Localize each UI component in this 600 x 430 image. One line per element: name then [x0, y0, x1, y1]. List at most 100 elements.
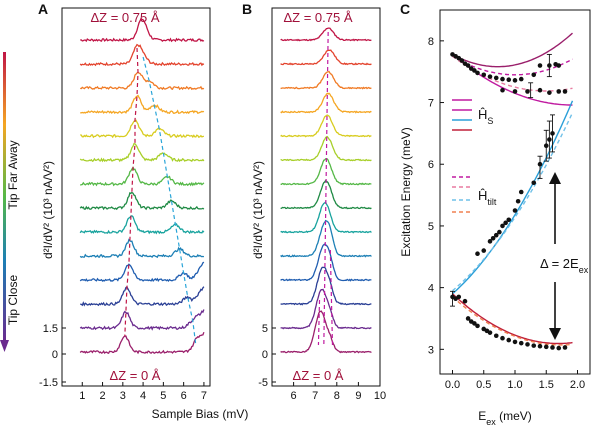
- data-point-rising: [475, 251, 480, 256]
- panel-a-spectra: 1 2 3 4 5 6 7 -1.5 0 1.5: [39, 17, 207, 402]
- panel-b: [271, 7, 381, 387]
- panel-b-spectrum-12: [280, 266, 372, 306]
- htilt-upper-curve: [452, 55, 573, 76]
- panel-b-xtick-label: 10: [374, 390, 386, 402]
- panel-b-spectrum-3: [280, 70, 372, 90]
- panel-b-xtick-label: 9: [355, 390, 361, 402]
- data-point-upper: [472, 68, 477, 73]
- panel-a-spectrum-12: [80, 285, 205, 307]
- panel-c-ytick-label: 3: [428, 344, 434, 356]
- data-point-lower: [500, 335, 505, 341]
- data-point-middle: [500, 87, 505, 93]
- panel-a-dz-top: ΔZ = 0.75 Å: [90, 10, 159, 25]
- panel-a-spectrum-9: [79, 215, 205, 235]
- panel-c-xtick-label: 2.0: [570, 379, 585, 391]
- panel-c-ytick-label: 7: [428, 98, 434, 110]
- data-point-lower: [506, 337, 512, 343]
- panel-a-spectrum-6: [79, 142, 205, 163]
- panel-c-legend: ĤS Ĥtilt: [452, 99, 497, 213]
- data-point-upper: [537, 63, 543, 68]
- panel-a-ytick-label: -1.5: [39, 377, 58, 389]
- panel-b-peak-guide-2: [329, 249, 334, 346]
- panel-a-spectrum-1: [80, 17, 205, 43]
- panel-b-spectrum-5: [280, 114, 372, 138]
- delta-annotation: Δ = 2Eex: [540, 256, 589, 275]
- panel-b-spectra: 6 7 8 9 10 -5 0 5: [258, 27, 386, 402]
- panel-b-ytick-label: 5: [262, 323, 268, 335]
- data-point-rising: [487, 239, 493, 244]
- data-point-rising: [518, 189, 524, 195]
- data-point-rising: [503, 220, 508, 226]
- data-point-rising: [531, 180, 537, 186]
- legend-htilt-label: Ĥtilt: [478, 188, 497, 207]
- data-point-rising: [497, 229, 502, 235]
- panel-a-high-peak-guide: [142, 56, 197, 346]
- data-point-upper: [459, 58, 465, 63]
- panel-a-xtick-label: 6: [181, 390, 187, 402]
- tip-distance-gradient-arrow: [3, 52, 6, 342]
- panel-b-spectrum-14: [280, 310, 372, 354]
- data-point-upper: [531, 72, 537, 78]
- data-point-middle: [562, 89, 568, 94]
- delta-arrow-up-head: [549, 172, 561, 184]
- panel-a-xtick-label: 7: [201, 390, 207, 402]
- data-point-upper: [500, 76, 505, 82]
- panel-a-low-peak-guide: [124, 47, 139, 337]
- data-point-rising: [493, 232, 499, 238]
- data-point-lower: [462, 298, 468, 304]
- data-point-upper: [518, 76, 524, 82]
- panel-c-xtick-label: 1.5: [539, 379, 554, 391]
- delta-arrow-down-head: [549, 328, 561, 340]
- data-point-upper: [487, 74, 493, 79]
- panel-b-spectrum-10: [280, 219, 372, 258]
- data-point-lower: [531, 343, 537, 348]
- data-point-middle: [512, 89, 518, 94]
- data-point-middle: [547, 90, 552, 95]
- panel-c-label: C: [400, 1, 410, 17]
- panel-b-xtick-label: 6: [291, 390, 297, 402]
- data-point-middle: [556, 89, 562, 94]
- panel-a-xtick-label: 4: [140, 390, 146, 402]
- htilt-lower-curve: [452, 296, 573, 346]
- data-point-rising: [490, 235, 496, 241]
- panel-b-xtick-label: 7: [312, 390, 318, 402]
- panel-a-spectrum-2: [79, 43, 205, 67]
- panel-c-ytick-label: 8: [428, 36, 434, 48]
- data-point-lower: [543, 344, 549, 350]
- data-point-upper: [481, 72, 487, 78]
- data-point-lower: [550, 345, 555, 350]
- data-point-lower: [518, 340, 524, 346]
- data-point-upper: [493, 75, 499, 81]
- hs-lower-curve: [452, 293, 573, 345]
- panel-c-xtick-label: 1.0: [507, 379, 522, 391]
- data-point-rising: [515, 198, 521, 204]
- panel-a-ytick-label: 0: [52, 349, 58, 361]
- sample-bias-axis-title: Sample Bias (mV): [152, 407, 249, 421]
- data-point-middle: [525, 89, 530, 94]
- panel-a-frame: [61, 7, 211, 387]
- panel-c-xtick-label: 0.0: [445, 379, 460, 391]
- data-point-lower: [475, 323, 480, 329]
- panel-b-ytick-label: -5: [258, 377, 268, 389]
- data-point-lower: [562, 345, 568, 350]
- panel-a-xtick-label: 2: [99, 390, 105, 402]
- legend-hs-label: ĤS: [478, 107, 493, 126]
- panel-c-y-axis-title: Excitation Energy (meV): [399, 127, 413, 256]
- data-point-lower: [465, 316, 471, 321]
- htilt-middle-curve: [452, 55, 573, 92]
- panel-b-label: B: [242, 1, 252, 17]
- data-point-upper: [475, 70, 480, 76]
- data-point-lower: [556, 345, 562, 351]
- panel-a-spectrum-11: [79, 261, 205, 283]
- panel-a-xtick-label: 1: [79, 390, 85, 402]
- panel-a-ytick-label: 1.5: [43, 323, 58, 335]
- panel-b-spectrum-2: [280, 49, 372, 66]
- panel-b-frame: [271, 7, 381, 387]
- panel-a-spectrum-4: [80, 94, 205, 115]
- panel-b-spectrum-6: [280, 135, 372, 162]
- htilt-rising-curve: [452, 112, 574, 292]
- panel-a-y-axis-title: d²I/dV² (10³ nA/V²): [41, 161, 55, 259]
- data-point-lower: [537, 343, 543, 349]
- data-point-rising: [500, 223, 505, 229]
